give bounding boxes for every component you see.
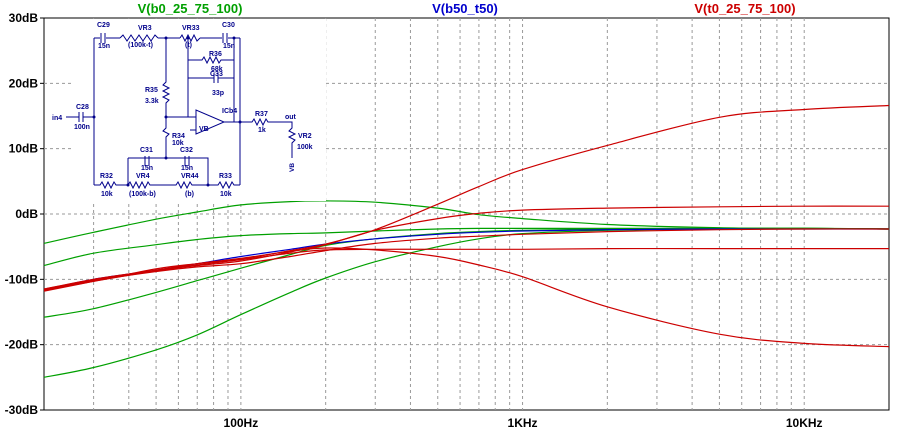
y-tick-label: -30dB — [5, 403, 39, 417]
label-vr2-value: 100k — [297, 144, 313, 151]
label-vr33-value: (t) — [185, 42, 192, 49]
label-r34-value: 10k — [172, 140, 184, 147]
label-r33-value: 10k — [220, 191, 232, 198]
x-tick-label: 1KHz — [508, 416, 538, 430]
label-r36: R36 — [209, 51, 222, 58]
label-r35-value: 3.3k — [145, 98, 159, 105]
label-c33: C33 — [210, 71, 223, 78]
curves — [43, 104, 890, 378]
series-curve-2-0 — [43, 104, 890, 292]
label-r37: R37 — [255, 111, 268, 118]
label-vr3: VR3 — [138, 25, 152, 32]
label-vr3-value: (100k-t) — [128, 42, 153, 49]
legend-label-bass: V(b0_25_75_100) — [138, 1, 243, 16]
grid — [40, 17, 889, 411]
label-r32-value: 10k — [101, 191, 113, 198]
series-curve-2-4 — [43, 247, 890, 348]
label-r33: R33 — [219, 173, 232, 180]
label-c33-value: 33p — [212, 90, 224, 97]
series-curve-2-3 — [43, 247, 889, 290]
label-vr2: VR2 — [298, 133, 312, 140]
label-r32: R32 — [100, 173, 113, 180]
label-vb-vr2: VB — [289, 163, 296, 172]
legend-label-treble: V(t0_25_75_100) — [694, 1, 795, 16]
label-r34: R34 — [172, 133, 185, 140]
y-tick-label: 20dB — [9, 76, 39, 90]
label-c28: C28 — [76, 104, 89, 111]
y-tick-label: 30dB — [9, 11, 39, 25]
label-c30: C30 — [222, 22, 235, 29]
y-tick-label: -20dB — [5, 338, 39, 352]
label-c32: C32 — [180, 147, 193, 154]
schematic: C29 15n VR3 (100k-t) VR33 (t) C30 15n R3… — [52, 19, 326, 201]
legend: V(b0_25_75_100) V(b50_t50) V(t0_25_75_10… — [138, 1, 796, 16]
series-curve-2-2 — [43, 228, 890, 291]
label-r36-value: 68k — [211, 66, 223, 73]
y-tick-label: -10dB — [5, 272, 39, 286]
label-c31: C31 — [140, 147, 153, 154]
x-axis-labels: 100Hz 1KHz 10KHz — [224, 416, 823, 430]
label-vr4-value: (100k-b) — [129, 191, 156, 198]
legend-label-mid: V(b50_t50) — [432, 1, 498, 16]
label-vr4: VR4 — [136, 173, 150, 180]
label-c29-value: 15n — [98, 43, 110, 50]
label-vr44: VR44 — [181, 173, 199, 180]
series-curve-0-0 — [43, 200, 890, 244]
y-tick-label: 0dB — [15, 207, 38, 221]
x-tick-label: 100Hz — [224, 416, 259, 430]
label-vr33: VR33 — [182, 25, 200, 32]
label-c30-value: 15n — [223, 43, 235, 50]
label-vr44-value: (b) — [185, 191, 194, 198]
label-input: in4 — [52, 115, 62, 122]
schematic-background — [74, 19, 326, 201]
label-c28-value: 100n — [74, 124, 90, 131]
x-tick-label: 10KHz — [786, 416, 823, 430]
label-c32-value: 15n — [181, 165, 193, 172]
label-icb4: ICb4 — [222, 108, 237, 115]
label-vb-opamp: VB — [199, 126, 209, 133]
label-c31-value: 15n — [141, 165, 153, 172]
y-axis-labels: 30dB 20dB 10dB 0dB -10dB -20dB -30dB — [5, 11, 39, 417]
label-r37-value: 1k — [258, 127, 266, 134]
y-tick-label: 10dB — [9, 142, 39, 156]
label-c29: C29 — [97, 22, 110, 29]
label-out: out — [285, 114, 297, 121]
label-r35: R35 — [145, 87, 158, 94]
